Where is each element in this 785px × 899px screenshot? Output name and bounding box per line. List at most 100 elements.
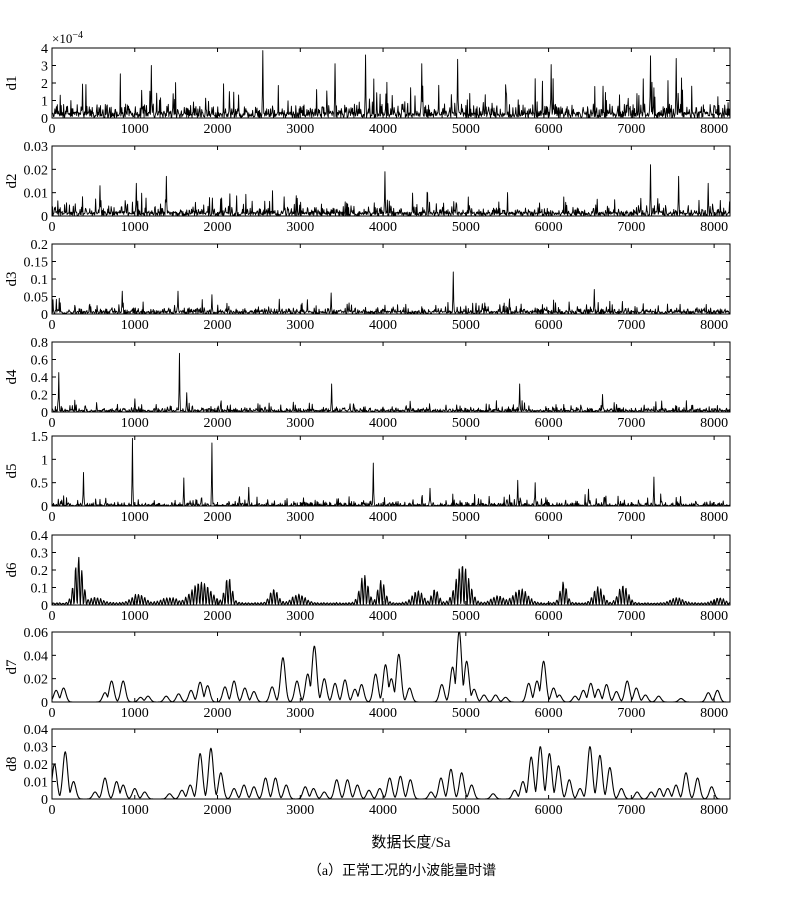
y-tick-label: 1 [41,453,48,468]
y-tick-label: 0.1 [31,582,49,597]
axes-box-d7 [51,631,731,703]
y-tick-label: 4 [41,42,48,57]
x-tick-label: 5000 [452,220,480,235]
y-tick-label: 0.2 [31,238,49,253]
x-tick-label: 7000 [617,318,645,333]
y-exponent-label: ×10−4 [52,30,83,46]
y-tick-label: 0.8 [31,336,49,351]
panel-d7: 0 1000 2000 3000 4000 5000 6000 7000 8000 0 0.02 0.… [4,626,731,721]
axes-box-d2 [51,145,731,217]
x-tick-label: 3000 [286,609,314,624]
y-tick-label: 0 [41,308,48,323]
x-tick-label: 5000 [452,609,480,624]
panel-d4: 0 1000 2000 3000 4000 5000 6000 7000 800000.20.4… [4,336,731,431]
x-tick-label: 5000 [452,318,480,333]
x-tick-label: 7000 [617,609,645,624]
x-tick-label: 6000 [535,609,563,624]
x-tick-label: 3000 [286,220,314,235]
figure-caption: （a）正常工况的小波能量时谱 [308,863,496,879]
x-tick-label: 1000 [121,318,149,333]
y-exponent-power: −4 [72,30,83,41]
x-tick-label: 0 [49,706,56,721]
x-tick-label: 8000 [700,803,728,818]
y-tick-label: 0.2 [31,564,49,579]
series-line-d4 [51,352,731,413]
x-tick-label: 4000 [369,416,397,431]
x-tick-label: 7000 [617,416,645,431]
axes-box-d5 [51,435,731,507]
series-line-d7 [51,631,730,703]
y-tick-label: 0.1 [31,273,49,288]
y-tick-label: 0.2 [31,389,49,404]
y-tick-label: 0.02 [24,673,49,688]
axes-box-d4 [51,341,731,413]
x-tick-label: 0 [49,416,56,431]
y-tick-label: 0.15 [24,256,49,271]
x-tick-label: 8000 [700,122,728,137]
x-tick-label: 8000 [700,609,728,624]
series-line-d6 [51,556,730,606]
series-line-d3 [51,271,731,315]
series-line-d8 [51,746,730,800]
x-tick-label: 1000 [121,122,149,137]
x-tick-label: 1000 [121,609,149,624]
y-tick-label: 0.03 [24,140,49,155]
x-tick-label: 6000 [535,318,563,333]
panel-d5: 0 1000 2000 3000 4000 5000 6000 7000 8000 0 0.5 1 1.… [4,430,731,525]
y-tick-label: 0 [41,112,48,127]
series-line-d1 [51,50,731,119]
x-tick-label: 7000 [617,220,645,235]
x-tick-label: 4000 [369,706,397,721]
x-tick-label: 3000 [286,510,314,525]
y-tick-label: 0 [41,696,48,711]
x-tick-label: 5000 [452,122,480,137]
x-tick-label: 6000 [535,803,563,818]
x-tick-label: 0 [49,803,56,818]
x-tick-label: 7000 [617,706,645,721]
x-tick-label: 6000 [535,220,563,235]
axes-box-d6 [51,534,731,606]
x-tick-label: 8000 [700,318,728,333]
y-axis-label-d4: d4 [4,369,20,385]
x-tick-label: 5000 [452,416,480,431]
x-tick-label: 2000 [204,416,232,431]
x-tick-label: 2000 [204,706,232,721]
y-tick-label: 0.01 [24,776,49,791]
x-tick-label: 2000 [204,122,232,137]
y-tick-label: 0 [41,500,48,515]
y-tick-label: 0.01 [24,187,49,202]
x-tick-label: 7000 [617,803,645,818]
x-tick-label: 3000 [286,706,314,721]
y-tick-label: 1.5 [31,430,49,445]
x-tick-label: 1000 [121,220,149,235]
y-tick-label: 0.4 [31,371,49,386]
y-tick-label: 0.04 [24,649,49,664]
x-tick-label: 6000 [535,416,563,431]
y-axis-label-d3: d3 [4,272,20,287]
y-tick-label: 3 [41,60,48,75]
panel-d8: 0 1000 2000 3000 4000 5000 6000 7000 800000.010.… [4,723,731,818]
x-tick-label: 6000 [535,122,563,137]
x-tick-label: 2000 [204,220,232,235]
y-tick-label: 0.02 [24,163,49,178]
y-tick-label: 0.6 [31,354,49,369]
y-tick-label: 0.5 [31,477,49,492]
x-tick-label: 4000 [369,510,397,525]
x-tick-label: 3000 [286,803,314,818]
panels-group: 0 1000 2000 3000 4000 5000 6000 7000 800001234d1… [4,30,731,818]
y-tick-label: 0 [41,406,48,421]
series-line-d2 [51,164,731,217]
y-tick-label: 0.06 [24,626,49,641]
x-tick-label: 0 [49,122,56,137]
x-tick-label: 1000 [121,803,149,818]
x-tick-label: 5000 [452,706,480,721]
x-tick-label: 2000 [204,803,232,818]
panel-d2: 0 1000 2000 3000 4000 5000 6000 7000 8000 0 0.01 0.… [4,140,731,235]
y-tick-label: 0.3 [31,547,49,562]
y-axis-label-d1: d1 [4,76,20,91]
y-tick-label: 0.04 [24,723,49,738]
x-tick-label: 2000 [204,609,232,624]
x-tick-label: 7000 [617,122,645,137]
panel-d3: 0 1000 2000 3000 4000 5000 6000 7000 800000.050.… [4,238,731,333]
